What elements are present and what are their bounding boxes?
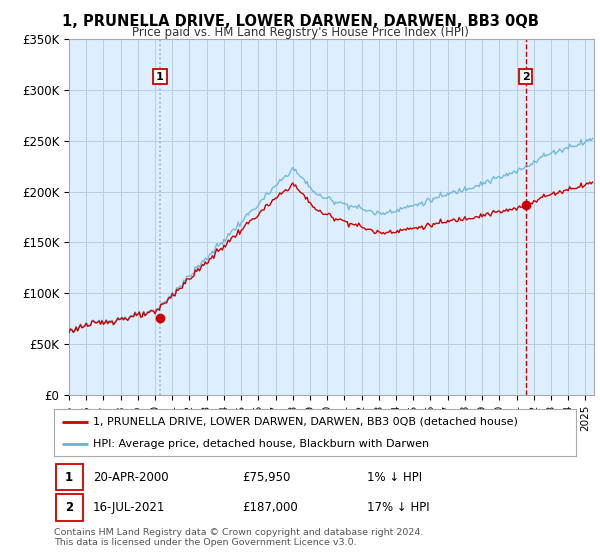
Text: 1% ↓ HPI: 1% ↓ HPI <box>367 471 422 484</box>
Text: 1, PRUNELLA DRIVE, LOWER DARWEN, DARWEN, BB3 0QB: 1, PRUNELLA DRIVE, LOWER DARWEN, DARWEN,… <box>62 14 538 29</box>
Text: £187,000: £187,000 <box>242 501 298 514</box>
Text: 1: 1 <box>156 72 164 82</box>
Text: 1, PRUNELLA DRIVE, LOWER DARWEN, DARWEN, BB3 0QB (detached house): 1, PRUNELLA DRIVE, LOWER DARWEN, DARWEN,… <box>93 417 518 427</box>
Text: HPI: Average price, detached house, Blackburn with Darwen: HPI: Average price, detached house, Blac… <box>93 438 429 449</box>
Text: 1: 1 <box>65 471 73 484</box>
Text: 20-APR-2000: 20-APR-2000 <box>93 471 169 484</box>
Text: Price paid vs. HM Land Registry's House Price Index (HPI): Price paid vs. HM Land Registry's House … <box>131 26 469 39</box>
FancyBboxPatch shape <box>56 494 83 521</box>
Text: 16-JUL-2021: 16-JUL-2021 <box>93 501 166 514</box>
FancyBboxPatch shape <box>56 464 83 491</box>
Text: 2: 2 <box>65 501 73 514</box>
Text: 2: 2 <box>522 72 530 82</box>
Text: 17% ↓ HPI: 17% ↓ HPI <box>367 501 430 514</box>
Text: Contains HM Land Registry data © Crown copyright and database right 2024.
This d: Contains HM Land Registry data © Crown c… <box>54 528 424 547</box>
Text: £75,950: £75,950 <box>242 471 290 484</box>
